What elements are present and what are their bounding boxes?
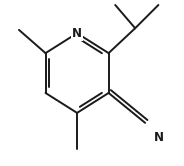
Text: N: N bbox=[153, 131, 163, 144]
Text: N: N bbox=[72, 27, 82, 40]
